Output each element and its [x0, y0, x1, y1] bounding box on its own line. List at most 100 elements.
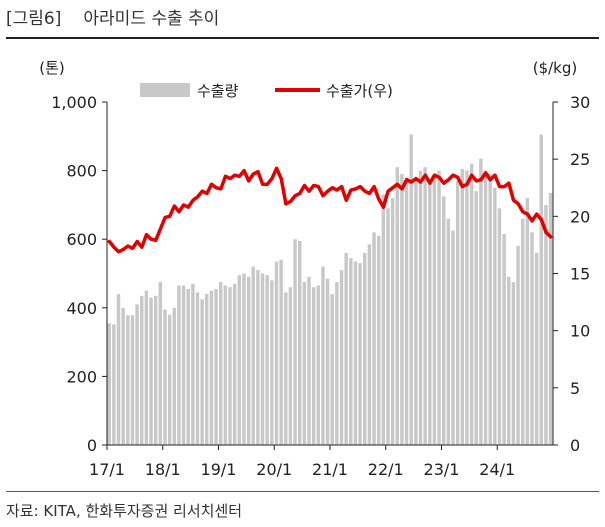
bar — [260, 273, 265, 445]
bar — [446, 218, 451, 445]
bar — [451, 230, 455, 446]
bar — [400, 174, 404, 445]
bar — [302, 282, 307, 445]
bar — [325, 278, 330, 445]
x-tick-label: 24/1 — [479, 460, 515, 479]
bar — [293, 239, 297, 445]
bar — [493, 187, 497, 445]
bar — [163, 309, 167, 445]
bar — [516, 246, 520, 445]
bar — [316, 285, 321, 445]
bar — [386, 208, 390, 445]
figure-label: [그림6] — [6, 9, 62, 29]
bar — [181, 285, 186, 445]
bar — [200, 299, 204, 445]
left-tick-label: 0 — [87, 436, 97, 455]
bar — [265, 275, 269, 445]
bar — [153, 295, 158, 445]
bar — [223, 285, 228, 445]
bar — [158, 282, 163, 445]
right-axis-unit: ($/kg) — [533, 59, 578, 77]
bar — [423, 167, 427, 446]
bar — [330, 294, 334, 445]
bar — [404, 177, 409, 445]
figure-title: 아라미드 수출 추이 — [83, 9, 220, 29]
line-series-export-price — [107, 166, 553, 254]
bar — [121, 307, 125, 445]
left-tick-label: 200 — [66, 367, 97, 386]
bar — [353, 261, 358, 445]
bar — [149, 297, 153, 445]
bar — [321, 266, 325, 445]
bar — [409, 134, 413, 445]
bar — [232, 283, 237, 445]
right-tick-label: 30 — [570, 93, 590, 112]
bar — [256, 270, 260, 445]
bar — [367, 244, 372, 445]
left-tick-label: 800 — [66, 162, 97, 181]
x-tick-label: 18/1 — [145, 460, 181, 479]
bar — [432, 177, 437, 445]
bar — [237, 275, 242, 445]
bar — [186, 288, 190, 445]
right-tick-label: 5 — [570, 379, 580, 398]
bar — [307, 276, 311, 445]
bar — [349, 258, 353, 445]
legend-swatch-bar — [140, 83, 190, 97]
legend-label-price: 수출가(우) — [326, 82, 393, 100]
right-tick-label: 0 — [570, 436, 580, 455]
x-tick-label: 23/1 — [424, 460, 460, 479]
bar — [469, 163, 474, 446]
bar — [112, 324, 116, 445]
x-tick-label: 21/1 — [312, 460, 348, 479]
bottom-divider — [6, 491, 599, 492]
bar — [335, 282, 339, 445]
bar — [479, 158, 483, 445]
legend: 수출량 수출가(우) — [140, 82, 393, 100]
bar — [126, 315, 130, 445]
bar — [363, 252, 367, 445]
bar — [381, 194, 386, 445]
price-line — [107, 166, 553, 254]
bar — [442, 196, 446, 445]
bar — [544, 204, 548, 445]
bar — [525, 198, 530, 445]
bar — [311, 287, 316, 445]
bar — [195, 292, 200, 445]
bar — [428, 182, 432, 446]
bar — [246, 276, 251, 445]
bar — [284, 292, 288, 445]
bar — [414, 179, 418, 445]
right-tick-label: 15 — [570, 265, 590, 284]
x-tick-label: 20/1 — [256, 460, 292, 479]
bar — [130, 315, 135, 445]
bar — [167, 314, 172, 445]
bar — [395, 167, 399, 446]
bar — [274, 261, 279, 445]
bar — [520, 218, 525, 445]
bar — [511, 282, 516, 445]
bar — [288, 287, 293, 445]
bar-series-export-volume — [107, 134, 553, 446]
bar — [219, 282, 223, 445]
right-tick-label: 20 — [570, 207, 590, 226]
bar — [116, 294, 121, 445]
bar — [270, 280, 274, 445]
bar — [507, 276, 511, 445]
bar — [376, 235, 381, 445]
bar — [460, 168, 465, 445]
bar — [548, 192, 553, 445]
bar — [539, 134, 544, 445]
x-tick-label: 19/1 — [201, 460, 237, 479]
source-note: 자료: KITA, 한화투자증권 리서치센터 — [6, 502, 243, 520]
left-tick-label: 400 — [66, 299, 97, 318]
axes: 0 200 400 600 800 1,000 0 5 10 15 20 25 30 17/1 18/1 19… — [51, 93, 590, 479]
bar — [534, 252, 539, 445]
right-tick-label: 10 — [570, 322, 590, 341]
bar — [530, 232, 534, 445]
bar — [474, 191, 478, 445]
bar — [418, 170, 423, 445]
bar — [251, 266, 255, 445]
bar — [242, 273, 246, 445]
